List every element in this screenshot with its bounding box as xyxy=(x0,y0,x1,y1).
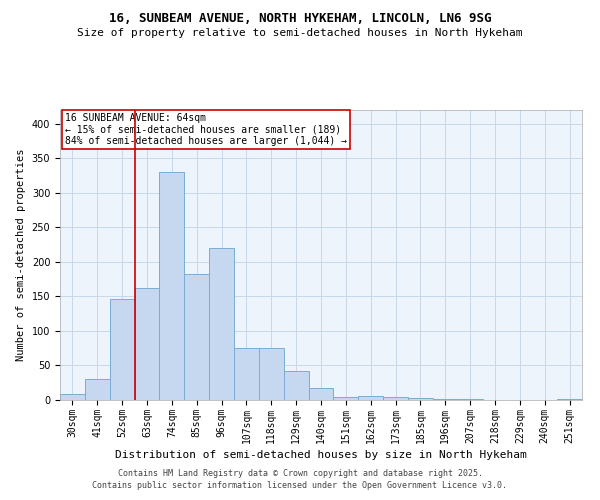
Bar xyxy=(184,274,209,400)
Bar xyxy=(134,288,160,400)
Bar xyxy=(383,396,408,400)
Y-axis label: Number of semi-detached properties: Number of semi-detached properties xyxy=(16,149,26,361)
Bar xyxy=(259,348,284,400)
Bar xyxy=(234,348,259,400)
Bar xyxy=(334,396,358,400)
Text: Size of property relative to semi-detached houses in North Hykeham: Size of property relative to semi-detach… xyxy=(77,28,523,38)
Bar xyxy=(85,380,110,400)
Bar xyxy=(60,394,85,400)
Bar xyxy=(408,398,433,400)
Text: 16 SUNBEAM AVENUE: 64sqm
← 15% of semi-detached houses are smaller (189)
84% of : 16 SUNBEAM AVENUE: 64sqm ← 15% of semi-d… xyxy=(65,113,347,146)
Bar xyxy=(110,298,134,400)
X-axis label: Distribution of semi-detached houses by size in North Hykeham: Distribution of semi-detached houses by … xyxy=(115,450,527,460)
Bar xyxy=(308,388,334,400)
Bar xyxy=(358,396,383,400)
Text: 16, SUNBEAM AVENUE, NORTH HYKEHAM, LINCOLN, LN6 9SG: 16, SUNBEAM AVENUE, NORTH HYKEHAM, LINCO… xyxy=(109,12,491,26)
Bar xyxy=(209,248,234,400)
Bar xyxy=(284,371,308,400)
Text: Contains HM Land Registry data © Crown copyright and database right 2025.
Contai: Contains HM Land Registry data © Crown c… xyxy=(92,469,508,490)
Bar xyxy=(160,172,184,400)
